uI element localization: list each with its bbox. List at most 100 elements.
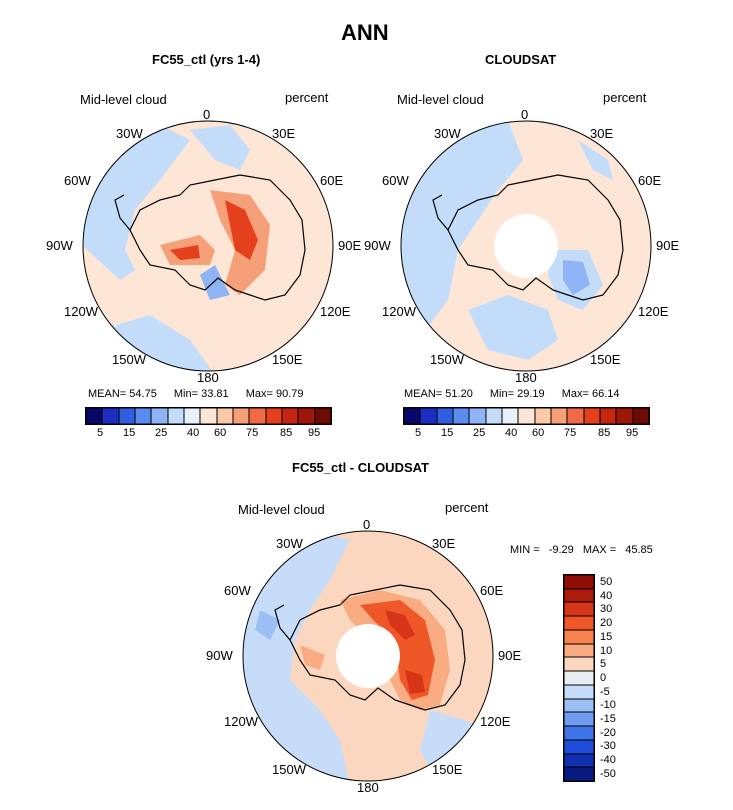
colorbar-swatch <box>265 408 282 424</box>
colorbar-swatch <box>564 616 594 630</box>
colorbar-swatch <box>518 408 535 424</box>
colorbar-swatch <box>564 629 594 644</box>
colorbar-tick-label: 0 <box>600 671 607 684</box>
colorbar-tick-label: 60 <box>532 427 545 439</box>
lon-label: 90W <box>46 238 73 253</box>
colorbar-swatch <box>567 408 584 424</box>
stats-line: MEAN= 54.75 Min= 33.81 Max= 90.79 <box>88 388 304 400</box>
colorbar-tick-label: 5 <box>97 427 104 439</box>
lon-label: 0 <box>203 107 211 122</box>
colorbar-swatch <box>420 408 437 424</box>
colorbar-tick-label: 85 <box>598 427 611 439</box>
lon-label: 180 <box>515 370 537 385</box>
colorbar-swatch <box>616 408 633 424</box>
field-label: Mid-level cloud <box>397 92 484 107</box>
field-label: Mid-level cloud <box>80 92 167 107</box>
min-label: Min= <box>489 388 515 400</box>
colorbar-swatch <box>564 767 594 782</box>
min-value: -9.29 <box>548 544 574 556</box>
max-label: MAX = <box>582 544 617 556</box>
colorbar-swatch <box>534 408 551 424</box>
colorbar-swatch <box>564 575 594 589</box>
colorbar-swatch <box>249 408 266 424</box>
lon-label: 150W <box>272 762 306 777</box>
lon-label: 120W <box>64 304 98 319</box>
colorbar-difference <box>563 574 595 782</box>
colorbar-swatch <box>564 712 594 727</box>
colorbar-swatch <box>134 408 152 424</box>
colorbar-swatch <box>298 408 315 424</box>
lon-label: 60E <box>320 173 344 188</box>
lon-label: 150E <box>590 352 621 367</box>
colorbar-swatch <box>583 408 600 424</box>
colorbar-tick-label: 15 <box>600 630 613 643</box>
colorbar-swatch <box>564 643 594 658</box>
units-label: percent <box>285 90 329 105</box>
colorbar-swatch <box>564 657 594 672</box>
lon-label: 60W <box>64 173 91 188</box>
colorbar-tick-label: 60 <box>214 427 227 439</box>
colorbar-swatch <box>102 408 119 424</box>
mean-value: 51.20 <box>445 388 473 400</box>
colorbar-swatch <box>200 408 217 424</box>
units-label: percent <box>603 90 647 105</box>
colorbar-swatch <box>281 408 299 424</box>
colorbar-tick-label: 25 <box>473 427 486 439</box>
colorbar-tick-label: 40 <box>505 427 518 439</box>
max-label: Max= <box>245 388 273 400</box>
colorbar-swatch <box>501 408 519 424</box>
colorbar-tick-label: 85 <box>280 427 293 439</box>
colorbar-tick-label: -20 <box>600 726 616 739</box>
lon-label: 90E <box>498 648 522 663</box>
lon-label: 0 <box>363 517 371 532</box>
lon-label: 30E <box>432 536 456 551</box>
colorbar-swatch <box>564 726 594 740</box>
colorbar-swatch <box>436 408 453 424</box>
lon-label: 90E <box>338 238 362 253</box>
lon-label: 30W <box>434 126 461 141</box>
colorbar-tick-label: 30 <box>600 603 613 616</box>
colorbar-tick-label: 50 <box>600 576 613 588</box>
colorbar-tick-label: 25 <box>155 427 168 439</box>
lon-label: 60E <box>638 173 662 188</box>
panel-title: FC55_ctl (yrs 1-4) <box>152 52 261 67</box>
colorbar-tick-label: -10 <box>600 699 616 712</box>
colorbar-swatch <box>564 588 594 603</box>
colorbar-swatch <box>469 408 486 424</box>
colorbar-tick-label: 15 <box>441 427 454 439</box>
lon-label: 60W <box>382 173 409 188</box>
colorbar-swatch <box>118 408 135 424</box>
colorbar-tick-label: 75 <box>246 427 259 439</box>
panel-title: FC55_ctl - CLOUDSAT <box>292 460 429 475</box>
min-label: Min= <box>173 388 199 400</box>
polar-map-model <box>82 120 334 372</box>
colorbar-tick-label: 10 <box>600 644 613 657</box>
colorbar-tick-label: 5 <box>415 427 422 439</box>
colorbar-tick-label: 40 <box>187 427 200 439</box>
colorbar-tick-label: 95 <box>308 427 321 439</box>
colorbar-swatch <box>232 408 250 424</box>
colorbar-swatch <box>404 408 421 424</box>
mean-value: 54.75 <box>129 388 157 400</box>
colorbar-swatch <box>216 408 233 424</box>
colorbar-tick-label: -15 <box>600 713 616 725</box>
lon-label: 150E <box>432 762 463 777</box>
lon-label: 90E <box>656 238 680 253</box>
max-label: Max= <box>561 388 589 400</box>
lon-label: 120W <box>382 304 416 319</box>
polar-map-obs <box>400 120 652 372</box>
colorbar-swatch <box>564 671 594 685</box>
max-value: 66.14 <box>591 388 620 400</box>
colorbar-swatch <box>564 698 594 713</box>
colorbar-tick-label: 95 <box>626 427 639 439</box>
colorbar-swatch <box>632 408 649 424</box>
colorbar-swatch <box>564 602 594 617</box>
colorbar-model <box>85 407 332 425</box>
max-value: 90.79 <box>275 388 304 400</box>
colorbar-tick-label: -40 <box>600 754 616 767</box>
lon-label: 120E <box>320 304 351 319</box>
lon-label: 60W <box>224 583 251 598</box>
lon-label: 150E <box>272 352 303 367</box>
colorbar-obs <box>403 407 650 425</box>
lon-label: 90W <box>206 648 233 663</box>
